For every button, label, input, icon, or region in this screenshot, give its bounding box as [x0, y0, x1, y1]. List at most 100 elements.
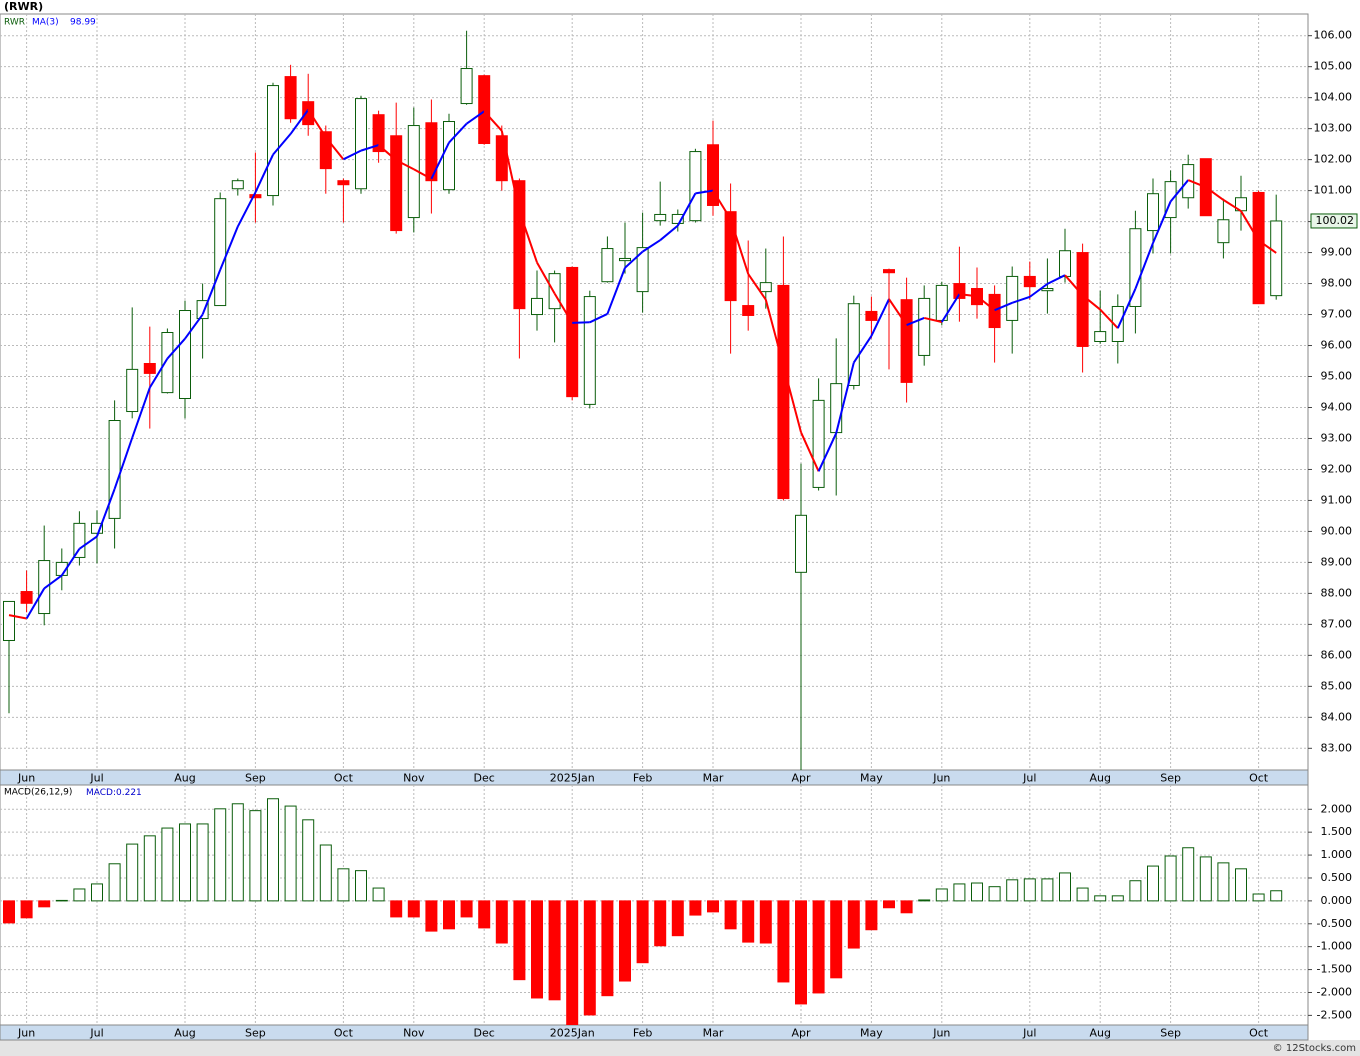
macd-bar [918, 899, 931, 902]
candle-body [478, 75, 491, 145]
macd-bar [372, 887, 385, 902]
panel-title: MACD(26,12,9) [4, 788, 72, 798]
ma-line [254, 154, 274, 193]
macd-bar [161, 827, 174, 902]
ma-line [1169, 179, 1189, 203]
ma-line [272, 133, 292, 156]
candle-body [953, 283, 966, 299]
macd-bar [355, 870, 367, 902]
macd-bar [707, 900, 719, 913]
macd-bar [1199, 856, 1212, 902]
y-tick-label: -0.500 [1317, 917, 1352, 930]
ma-line [1116, 288, 1137, 329]
ma-line [553, 292, 574, 324]
x-tick-label: Aug [174, 772, 195, 785]
macd-bar [654, 900, 667, 947]
ma-line [906, 317, 925, 327]
candle-body [601, 248, 614, 283]
candle-body [759, 282, 772, 293]
macd-bar [1147, 865, 1159, 902]
ma-line [430, 142, 450, 180]
y-tick-label: 89.00 [1321, 555, 1353, 568]
macd-bar [601, 900, 614, 997]
macd-bar [390, 900, 403, 918]
x-axis-band [0, 1024, 1309, 1041]
macd-bar [1252, 893, 1265, 902]
x-tick-label: Nov [403, 772, 425, 785]
candle-body [390, 135, 403, 232]
x-tick-label: Jul [89, 1027, 103, 1040]
macd-bar [531, 900, 543, 999]
y-tick-label: 1.000 [1321, 848, 1353, 861]
ma-line [166, 338, 186, 360]
x-tick-label: May [860, 772, 883, 785]
y-tick-label: -1.500 [1317, 963, 1352, 976]
macd-bar [953, 883, 966, 902]
x-tick-label: Jun [17, 772, 35, 785]
x-tick-label: 2025Jan [550, 1027, 595, 1040]
candle-body [126, 368, 139, 413]
x-tick-label: Oct [1249, 772, 1269, 785]
macd-bar [460, 900, 473, 918]
macd-bar [231, 803, 244, 902]
ma-line [729, 218, 750, 275]
candle-body [337, 180, 350, 186]
ma-line [589, 313, 608, 324]
candle-body [583, 296, 596, 405]
ma-line [817, 432, 838, 472]
y-tick-label: 97.00 [1321, 308, 1353, 321]
macd-bar [267, 798, 279, 902]
macd-bar [214, 808, 227, 902]
macd-bar [478, 900, 491, 929]
x-tick-label: Nov [403, 1027, 425, 1040]
ma-line [236, 192, 257, 228]
ma-line [1222, 199, 1242, 212]
candle-body [724, 211, 737, 302]
y-tick-label: -2.000 [1317, 985, 1352, 998]
y-tick-label: 99.00 [1321, 246, 1353, 259]
y-tick-label: 96.00 [1321, 339, 1353, 352]
ma-line [1134, 242, 1154, 290]
ma-line [1029, 283, 1048, 298]
macd-bar [1182, 847, 1195, 902]
macd-bar [724, 900, 737, 930]
ma-line [1205, 186, 1224, 201]
y-tick-label: -2.500 [1317, 1008, 1352, 1021]
macd-bar [1164, 855, 1177, 902]
macd-bar [143, 835, 156, 902]
x-tick-label: Sep [245, 1027, 266, 1040]
macd-bar [830, 900, 843, 979]
y-tick-label: 90.00 [1321, 524, 1353, 537]
candle-body [742, 305, 755, 316]
y-tick-label: 86.00 [1321, 648, 1353, 661]
candle-body [179, 310, 191, 400]
ma-line [642, 239, 661, 253]
macd-legend-value: 0.221 [116, 788, 142, 798]
ma-line [782, 365, 802, 433]
macd-bar [443, 900, 455, 930]
legend-ma-value: 98.99 [70, 18, 96, 28]
ma-line [1081, 294, 1101, 311]
candle-body [108, 420, 121, 519]
macd-legend: MACD:0.221 [86, 788, 142, 798]
macd-bar [302, 819, 315, 902]
candle-body [1252, 191, 1265, 305]
macd-bar [319, 844, 332, 902]
candle-body [548, 273, 561, 310]
ma-line [1152, 201, 1172, 244]
y-tick-label: -1.000 [1317, 940, 1352, 953]
macd-bar [847, 900, 860, 949]
ma-line [25, 587, 46, 619]
ma-line [395, 159, 415, 171]
y-tick-label: 106.00 [1314, 29, 1353, 42]
candle-body [214, 198, 227, 307]
y-tick-label: 93.00 [1321, 431, 1353, 444]
ma-line [8, 614, 27, 620]
candle-body [319, 131, 332, 170]
macd-bar [108, 863, 121, 902]
y-tick-label: 2.000 [1321, 802, 1353, 815]
candle-body [302, 101, 315, 126]
candle-body [1006, 275, 1019, 321]
candle-body [3, 600, 15, 641]
macd-bar [1129, 880, 1142, 902]
